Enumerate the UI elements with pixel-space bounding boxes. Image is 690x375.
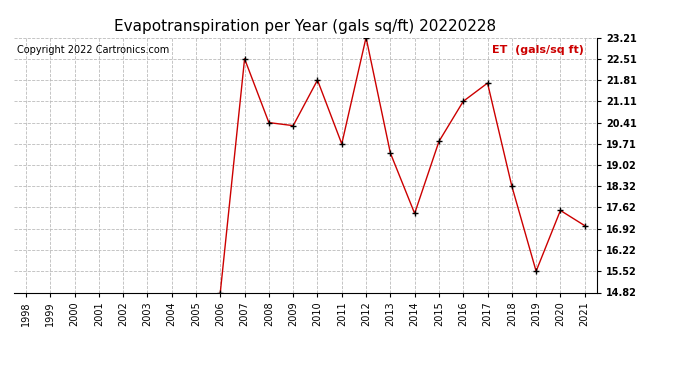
Text: ET  (gals/sq ft): ET (gals/sq ft): [492, 45, 584, 55]
Text: Copyright 2022 Cartronics.com: Copyright 2022 Cartronics.com: [17, 45, 169, 55]
Title: Evapotranspiration per Year (gals sq/ft) 20220228: Evapotranspiration per Year (gals sq/ft)…: [115, 18, 496, 33]
